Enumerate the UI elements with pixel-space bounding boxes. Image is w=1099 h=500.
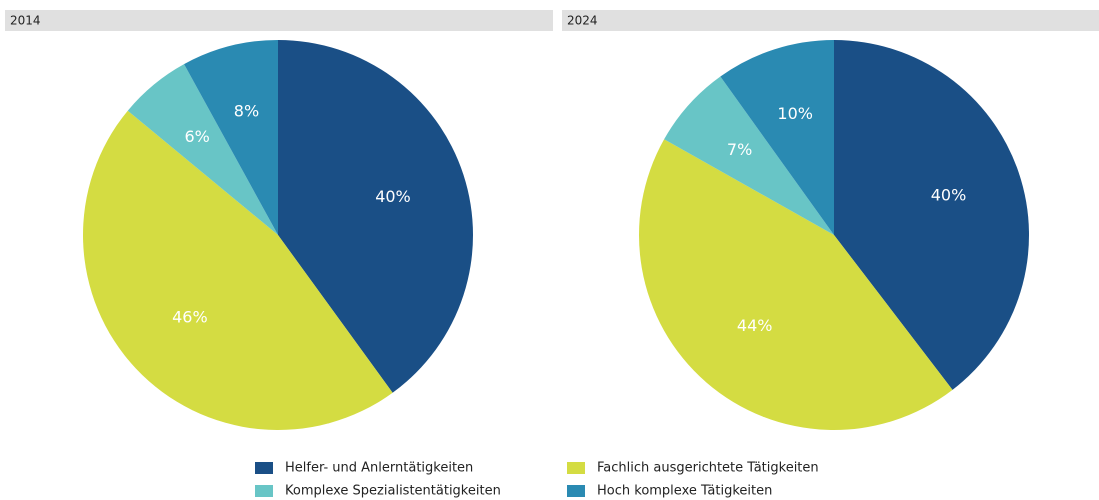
data-label: 8% [234,102,259,121]
pie-slice [639,139,953,431]
legend-swatch [255,485,273,497]
pie-slice [834,40,1029,390]
pie-slice [278,40,473,393]
pie-slice [184,40,278,235]
pie-slice [720,40,834,235]
data-label: 6% [185,127,210,146]
legend-label: Hoch komplexe Tätigkeiten [597,484,772,499]
pie-slice [664,76,834,235]
data-label: 40% [931,186,967,205]
panel-header [5,10,553,31]
data-label: 10% [777,104,813,123]
data-label: 7% [727,140,752,159]
data-label: 46% [172,307,208,326]
legend-label: Fachlich ausgerichtete Tätigkeiten [597,461,819,476]
data-label: 40% [375,187,411,206]
legend-label: Helfer- und Anlerntätigkeiten [285,461,473,476]
legend-swatch [567,462,585,474]
pie-slice [127,64,279,235]
data-label: 44% [737,316,773,335]
panel-title: 2024 [567,14,598,28]
legend-label: Komplexe Spezialistentätigkeiten [285,484,501,499]
legend-swatch [255,462,273,474]
pie-slice [83,110,393,430]
legend-swatch [567,485,585,497]
panel-title: 2014 [10,14,41,28]
panel-header [562,10,1099,31]
